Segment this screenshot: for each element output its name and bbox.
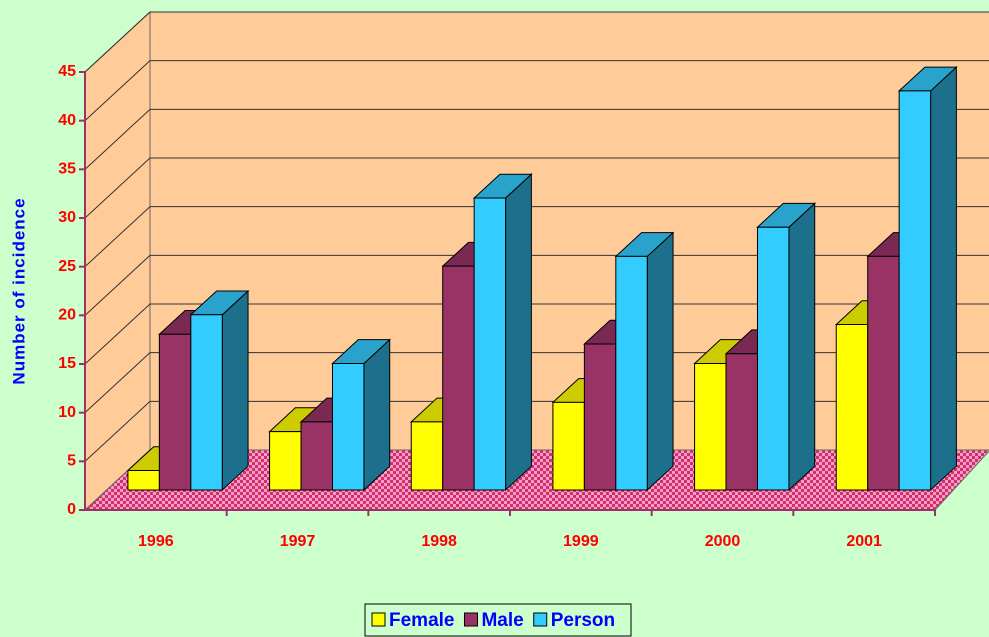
y-axis-label: Number of incidence [9,197,28,384]
legend-label: Female [389,610,454,631]
x-tick-label: 2000 [705,533,741,550]
x-tick-label: 2001 [846,533,882,550]
bar-front [190,314,223,491]
bar-side [363,338,391,492]
bar [189,289,250,492]
bar-side [505,173,532,492]
y-tick-label: 25 [58,258,76,275]
legend-swatch [371,612,386,627]
bar-front [410,421,444,491]
bar-front [867,255,900,491]
bar-side [930,65,957,492]
legend-swatch [463,612,478,627]
bar-front [583,343,617,491]
grid-line [84,303,989,365]
x-tick-label: 1998 [421,533,457,550]
bar-front [473,197,507,491]
bar [897,65,958,492]
bar [472,173,533,492]
x-tick-label: 1996 [138,533,174,550]
bar-front [127,470,160,491]
y-tick-label: 10 [58,404,76,421]
y-tick-label: 15 [58,355,76,372]
bar-front [331,362,365,491]
grid-line [84,108,989,170]
legend-label: Person [551,610,615,631]
grid-line [84,11,989,73]
grid-line [84,60,989,122]
x-tick-label: 1999 [563,533,599,550]
bar-front [269,431,302,491]
grid-line [84,157,989,219]
y-tick-label: 40 [58,112,76,129]
bar [614,231,675,492]
y-tick-label: 45 [58,63,76,80]
y-tick-label: 0 [67,501,76,518]
y-tick-label: 35 [58,161,76,178]
bar-front [756,226,790,491]
legend-box [364,603,632,637]
x-tick-label: 1997 [280,533,316,550]
bar-front [552,401,585,491]
bar-front [158,333,192,491]
bar-front [615,255,648,491]
bar-front [835,324,869,491]
legend-swatch [533,612,548,627]
legend-label: Male [481,610,523,631]
y-tick-label: 30 [58,209,76,226]
bar-front [898,90,932,491]
bar-side [646,231,674,492]
bar [756,202,816,492]
bar-front [300,421,333,491]
grid-line [84,206,989,268]
y-tick-label: 20 [58,307,76,324]
bar-side [788,202,816,492]
side-wall [84,10,151,512]
grid-line [84,254,989,316]
y-tick-label: 5 [67,453,76,470]
bar [331,338,391,492]
bar-front [725,353,758,491]
bar-front [694,362,727,491]
bar-side [221,289,249,492]
bar-front [442,265,475,491]
